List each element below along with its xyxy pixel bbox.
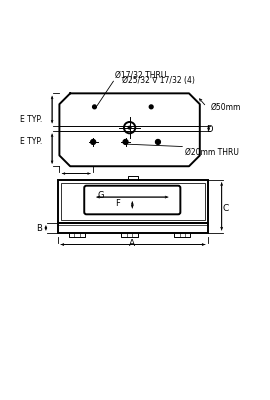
Text: C: C <box>222 204 229 213</box>
Bar <box>61 183 205 220</box>
Text: B: B <box>36 224 42 233</box>
Circle shape <box>91 140 96 144</box>
Text: Ø50mm: Ø50mm <box>211 102 241 111</box>
Circle shape <box>156 140 160 144</box>
Bar <box>58 180 208 223</box>
Text: D: D <box>207 125 213 134</box>
Circle shape <box>123 140 128 144</box>
Circle shape <box>93 105 96 109</box>
Circle shape <box>128 126 131 129</box>
Text: E TYP.: E TYP. <box>20 138 42 146</box>
Text: Ø25/32 ∇ 17/32 (4): Ø25/32 ∇ 17/32 (4) <box>115 76 195 85</box>
Text: F: F <box>115 199 120 208</box>
Circle shape <box>149 105 153 109</box>
Text: Ø17/32 THRU: Ø17/32 THRU <box>115 71 166 80</box>
Text: A: A <box>129 239 135 248</box>
Text: Ø20mm THRU: Ø20mm THRU <box>185 148 239 157</box>
Text: E TYP.: E TYP. <box>20 114 42 124</box>
Text: G: G <box>98 191 104 200</box>
Bar <box>58 223 208 233</box>
